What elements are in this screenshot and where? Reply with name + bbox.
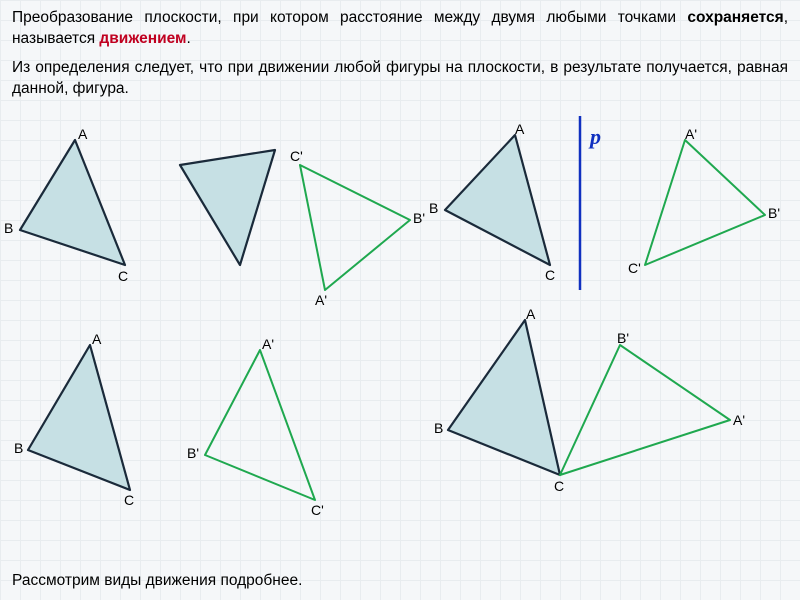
p1-a: Преобразование плоскости, при котором ра… [12,9,687,26]
triangle-t4 [445,135,550,265]
vertex-label: B [434,420,443,436]
triangle-t7 [205,350,315,500]
vertex-label: A [526,306,535,322]
footer-text: Рассмотрим виды движения подробнее. [12,572,302,590]
triangle-t6 [28,345,130,490]
vertex-label: B [429,200,438,216]
triangle-t2 [180,150,275,265]
vertex-label: C' [311,502,324,518]
vertex-label: A' [262,336,274,352]
vertex-label: B' [768,205,780,221]
vertex-label: B [4,220,13,236]
triangle-t3 [300,165,410,290]
vertex-label: A' [733,412,745,428]
vertex-label: B' [187,445,199,461]
axis-label-p: p [590,124,601,150]
vertex-label: B' [617,330,629,346]
diagram-svg [0,110,800,550]
vertex-label: C [554,478,564,494]
vertex-label: A [78,126,87,142]
vertex-label: B [14,440,23,456]
triangle-t5 [645,140,765,265]
vertex-label: A [92,331,101,347]
vertex-label: C [124,492,134,508]
paragraph-2: Из определения следует, что при движении… [12,58,788,100]
triangle-t8 [448,320,560,475]
vertex-label: A' [685,126,697,142]
p1-e: . [187,30,191,47]
p1-d: движением [99,30,186,47]
content-area: Преобразование плоскости, при котором ра… [0,0,800,116]
vertex-label: A [515,121,524,137]
p1-b: сохраняется [687,9,783,26]
diagram-area: A B C C' B' A' A B C A' B' C' A B C A' B' C' A B C B' A' p [0,110,800,550]
triangle-t9 [560,345,730,475]
vertex-label: C' [628,260,641,276]
triangle-t1 [20,140,125,265]
vertex-label: C [118,268,128,284]
vertex-label: B' [413,210,425,226]
vertex-label: C [545,267,555,283]
paragraph-1: Преобразование плоскости, при котором ра… [12,8,788,50]
vertex-label: C' [290,148,303,164]
vertex-label: A' [315,292,327,308]
